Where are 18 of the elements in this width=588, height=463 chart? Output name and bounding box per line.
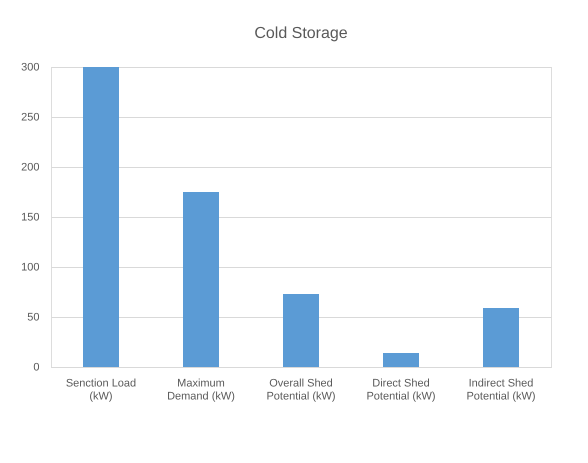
y-tick-label: 150 — [21, 212, 40, 224]
y-tick-label: 250 — [21, 112, 40, 124]
y-tick-label: 200 — [21, 162, 40, 174]
bar — [383, 353, 419, 367]
bar — [183, 192, 219, 367]
x-tick-label: Indirect Shed Potential (kW) — [466, 378, 536, 402]
x-tick-label: Senction Load (kW) — [66, 378, 136, 402]
x-tick-label: Maximum Demand (kW) — [167, 378, 235, 402]
y-tick-label: 0 — [33, 362, 40, 374]
y-tick-label: 300 — [21, 62, 40, 74]
y-tick-label: 50 — [27, 312, 40, 324]
bar — [283, 294, 319, 367]
x-tick-label: Direct Shed Potential (kW) — [366, 378, 436, 402]
x-tick-label: Overall Shed Potential (kW) — [266, 378, 336, 402]
chart-title: Cold Storage — [254, 25, 348, 42]
y-tick-label: 100 — [21, 262, 40, 274]
bar — [483, 308, 519, 367]
bar — [83, 67, 119, 367]
